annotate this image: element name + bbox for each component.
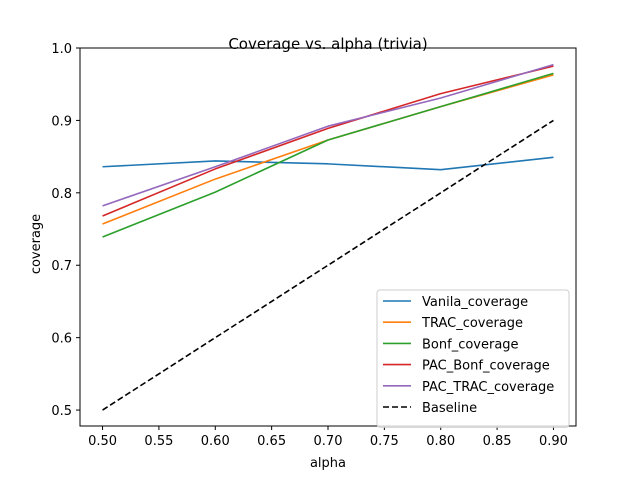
x-tick-label: 0.75	[370, 434, 399, 449]
y-tick-label: 0.5	[51, 404, 72, 419]
legend-entry: TRAC_coverage	[421, 316, 523, 331]
series-layer	[102, 63, 554, 411]
x-tick-label: 0.55	[144, 434, 173, 449]
y-axis: 0.5 0.6 0.7 0.8 0.9 1.0	[51, 42, 80, 419]
y-tick-label: 0.9	[51, 114, 72, 129]
chart-title: Coverage vs. alpha (trivia)	[228, 35, 427, 53]
y-tick-label: 1.0	[51, 42, 72, 57]
legend-entry: Baseline	[422, 401, 477, 416]
series-line-pac-trac-coverage	[102, 63, 554, 207]
y-tick-label: 0.7	[51, 259, 72, 274]
x-axis-label: alpha	[310, 456, 346, 471]
y-tick-label: 0.8	[51, 187, 72, 202]
legend-entry: PAC_TRAC_coverage	[422, 380, 554, 395]
series-line-pac-bonf-coverage	[102, 65, 554, 217]
x-tick-label: 0.90	[539, 434, 568, 449]
y-tick-label: 0.6	[51, 332, 72, 347]
x-tick-label: 0.70	[314, 434, 343, 449]
x-axis: 0.50 0.55 0.60 0.65 0.70 0.75 0.80 0.85 0.90	[88, 426, 568, 449]
y-axis-label: coverage	[29, 214, 44, 274]
x-tick-label: 0.80	[426, 434, 455, 449]
legend-entry: Vanila_coverage	[422, 295, 528, 310]
series-line-vanila-coverage	[102, 156, 554, 171]
x-tick-label: 0.65	[257, 434, 286, 449]
series-line-baseline	[102, 119, 554, 411]
series-line-bonf-coverage	[102, 72, 554, 238]
legend-entry: Bonf_coverage	[422, 337, 519, 352]
legend: Vanila_coverage TRAC_coverage Bonf_coverag…	[376, 289, 570, 428]
x-tick-label: 0.60	[201, 434, 230, 449]
x-tick-label: 0.50	[88, 434, 117, 449]
axes-frame	[79, 47, 577, 427]
x-tick-label: 0.85	[483, 434, 512, 449]
legend-entry: PAC_Bonf_coverage	[422, 359, 550, 374]
legend-box	[376, 289, 570, 428]
